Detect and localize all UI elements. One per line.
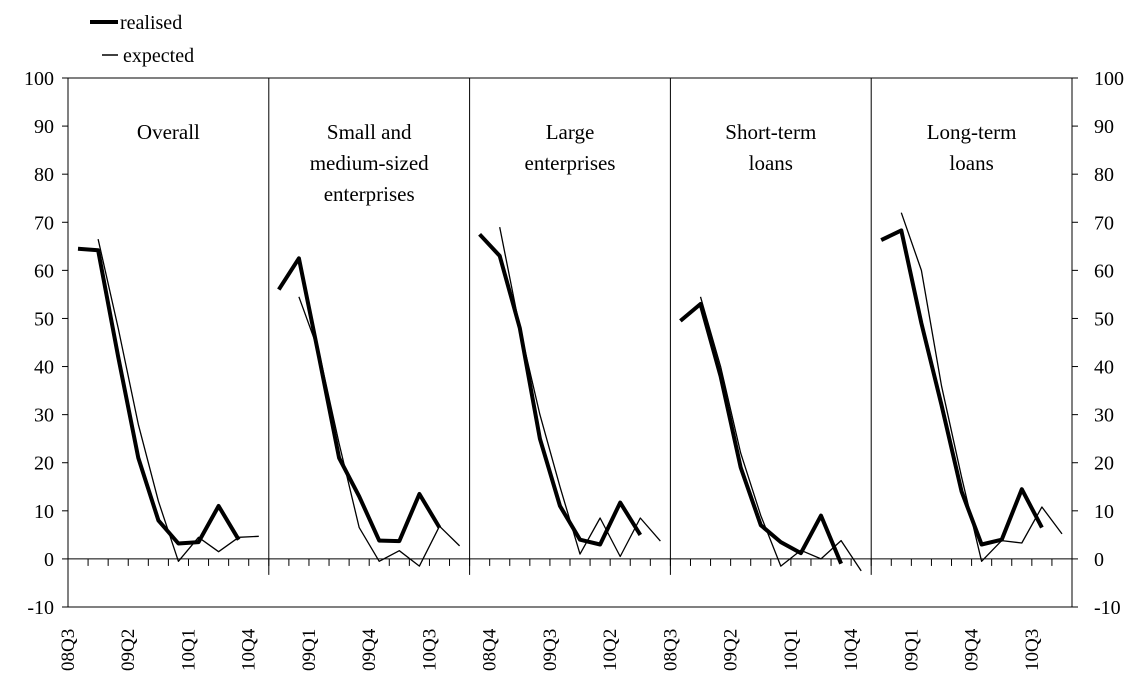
panel-title-line: medium-sized <box>310 151 429 175</box>
y-tick-label-left: 60 <box>34 260 54 282</box>
y-tick-label-left: 70 <box>34 212 54 234</box>
y-tick-label-right: 10 <box>1094 501 1114 523</box>
x-tick-label: 10Q4 <box>239 628 260 671</box>
panel-title-line: Large <box>546 120 595 144</box>
x-tick-label: 08Q3 <box>58 629 79 671</box>
x-tick-label: 09Q3 <box>540 629 561 671</box>
series-line-expected <box>900 212 1063 562</box>
y-tick-label-right: -10 <box>1094 597 1121 619</box>
x-tick-label: 09Q2 <box>118 629 139 671</box>
y-tick-label-left: 20 <box>34 453 54 475</box>
panel-5: Long-term loans 09Q1 09Q4 10Q3 <box>870 78 1063 671</box>
x-tick-label: 09Q1 <box>901 629 922 671</box>
x-tick-label: 09Q4 <box>962 628 983 671</box>
panel-title-line: enterprises <box>525 151 616 175</box>
y-tick-label-left: 90 <box>34 116 54 138</box>
y-tick-label-right: 20 <box>1094 453 1114 475</box>
legend-realised-label: realised <box>120 12 182 34</box>
x-tick-label: 09Q4 <box>359 628 380 671</box>
panel-title-line: loans <box>949 151 993 175</box>
y-tick-label-right: 100 <box>1094 68 1124 90</box>
y-tick-label-left: 100 <box>24 68 54 90</box>
x-tick-label: 10Q4 <box>841 628 862 671</box>
y-tick-label-right: 80 <box>1094 164 1114 186</box>
panel-1: Overall 08Q3 09Q2 10Q1 10Q4 <box>58 120 260 671</box>
y-tick-label-right: 40 <box>1094 357 1114 379</box>
y-tick-label-right: 90 <box>1094 116 1114 138</box>
panel-3: Large enterprises 08Q4 09Q3 10Q2 <box>469 78 661 671</box>
panel-title-line: Overall <box>137 120 200 144</box>
panel-title-line: Short-term <box>725 120 816 144</box>
y-tick-label-right: 30 <box>1094 405 1114 427</box>
series-line-realised <box>77 246 241 546</box>
y-tick-label-left: 80 <box>34 164 54 186</box>
series-line-expected <box>499 226 661 558</box>
x-tick-label: 08Q4 <box>480 628 501 671</box>
series-line-expected <box>97 238 259 562</box>
x-tick-label: 09Q1 <box>299 629 320 671</box>
series-line-expected <box>699 296 862 572</box>
legend-expected-label: expected <box>123 45 194 67</box>
series-line-realised <box>880 228 1044 547</box>
panel-4: Short-term loans 08Q3 09Q2 10Q1 10Q4 <box>660 78 862 671</box>
y-tick-label-left: -10 <box>27 597 54 619</box>
x-tick-label: 09Q2 <box>721 629 742 671</box>
y-tick-label-left: 0 <box>44 549 54 571</box>
x-tick-label: 10Q1 <box>781 629 802 671</box>
y-tick-label-left: 30 <box>34 405 54 427</box>
y-tick-label-right: 60 <box>1094 260 1114 282</box>
x-tick-label: 10Q3 <box>419 629 440 671</box>
y-tick-label-right: 0 <box>1094 549 1104 571</box>
panel-2: Small and medium-sized enterprises 09Q1 09Q4… <box>268 78 461 671</box>
panels: Overall 08Q3 09Q2 10Q1 10Q4 Small and medium-s… <box>58 78 1063 671</box>
y-tick-label-right: 70 <box>1094 212 1114 234</box>
series-line-realised <box>679 302 843 565</box>
panel-title-line: enterprises <box>324 182 415 206</box>
series-line-realised <box>277 256 442 544</box>
y-tick-label-right: 50 <box>1094 308 1114 330</box>
legend: realised expected <box>90 12 194 67</box>
x-tick-label: 10Q1 <box>178 629 199 671</box>
axes: -10 -10 0 0 10 10 20 20 30 30 40 40 50 50 60 60 70 70 80 80… <box>24 68 1124 619</box>
series-line-realised <box>478 232 642 547</box>
panel-title-line: loans <box>749 151 793 175</box>
y-tick-label-left: 40 <box>34 357 54 379</box>
x-tick-label: 08Q3 <box>660 629 681 671</box>
panel-title-line: Small and <box>327 120 412 144</box>
panel-title-line: Long-term <box>927 120 1017 144</box>
series-line-expected <box>298 296 461 567</box>
x-tick-label: 10Q3 <box>1022 629 1043 671</box>
x-tick-label: 10Q2 <box>600 629 621 671</box>
y-tick-label-left: 50 <box>34 308 54 330</box>
y-tick-label-left: 10 <box>34 501 54 523</box>
